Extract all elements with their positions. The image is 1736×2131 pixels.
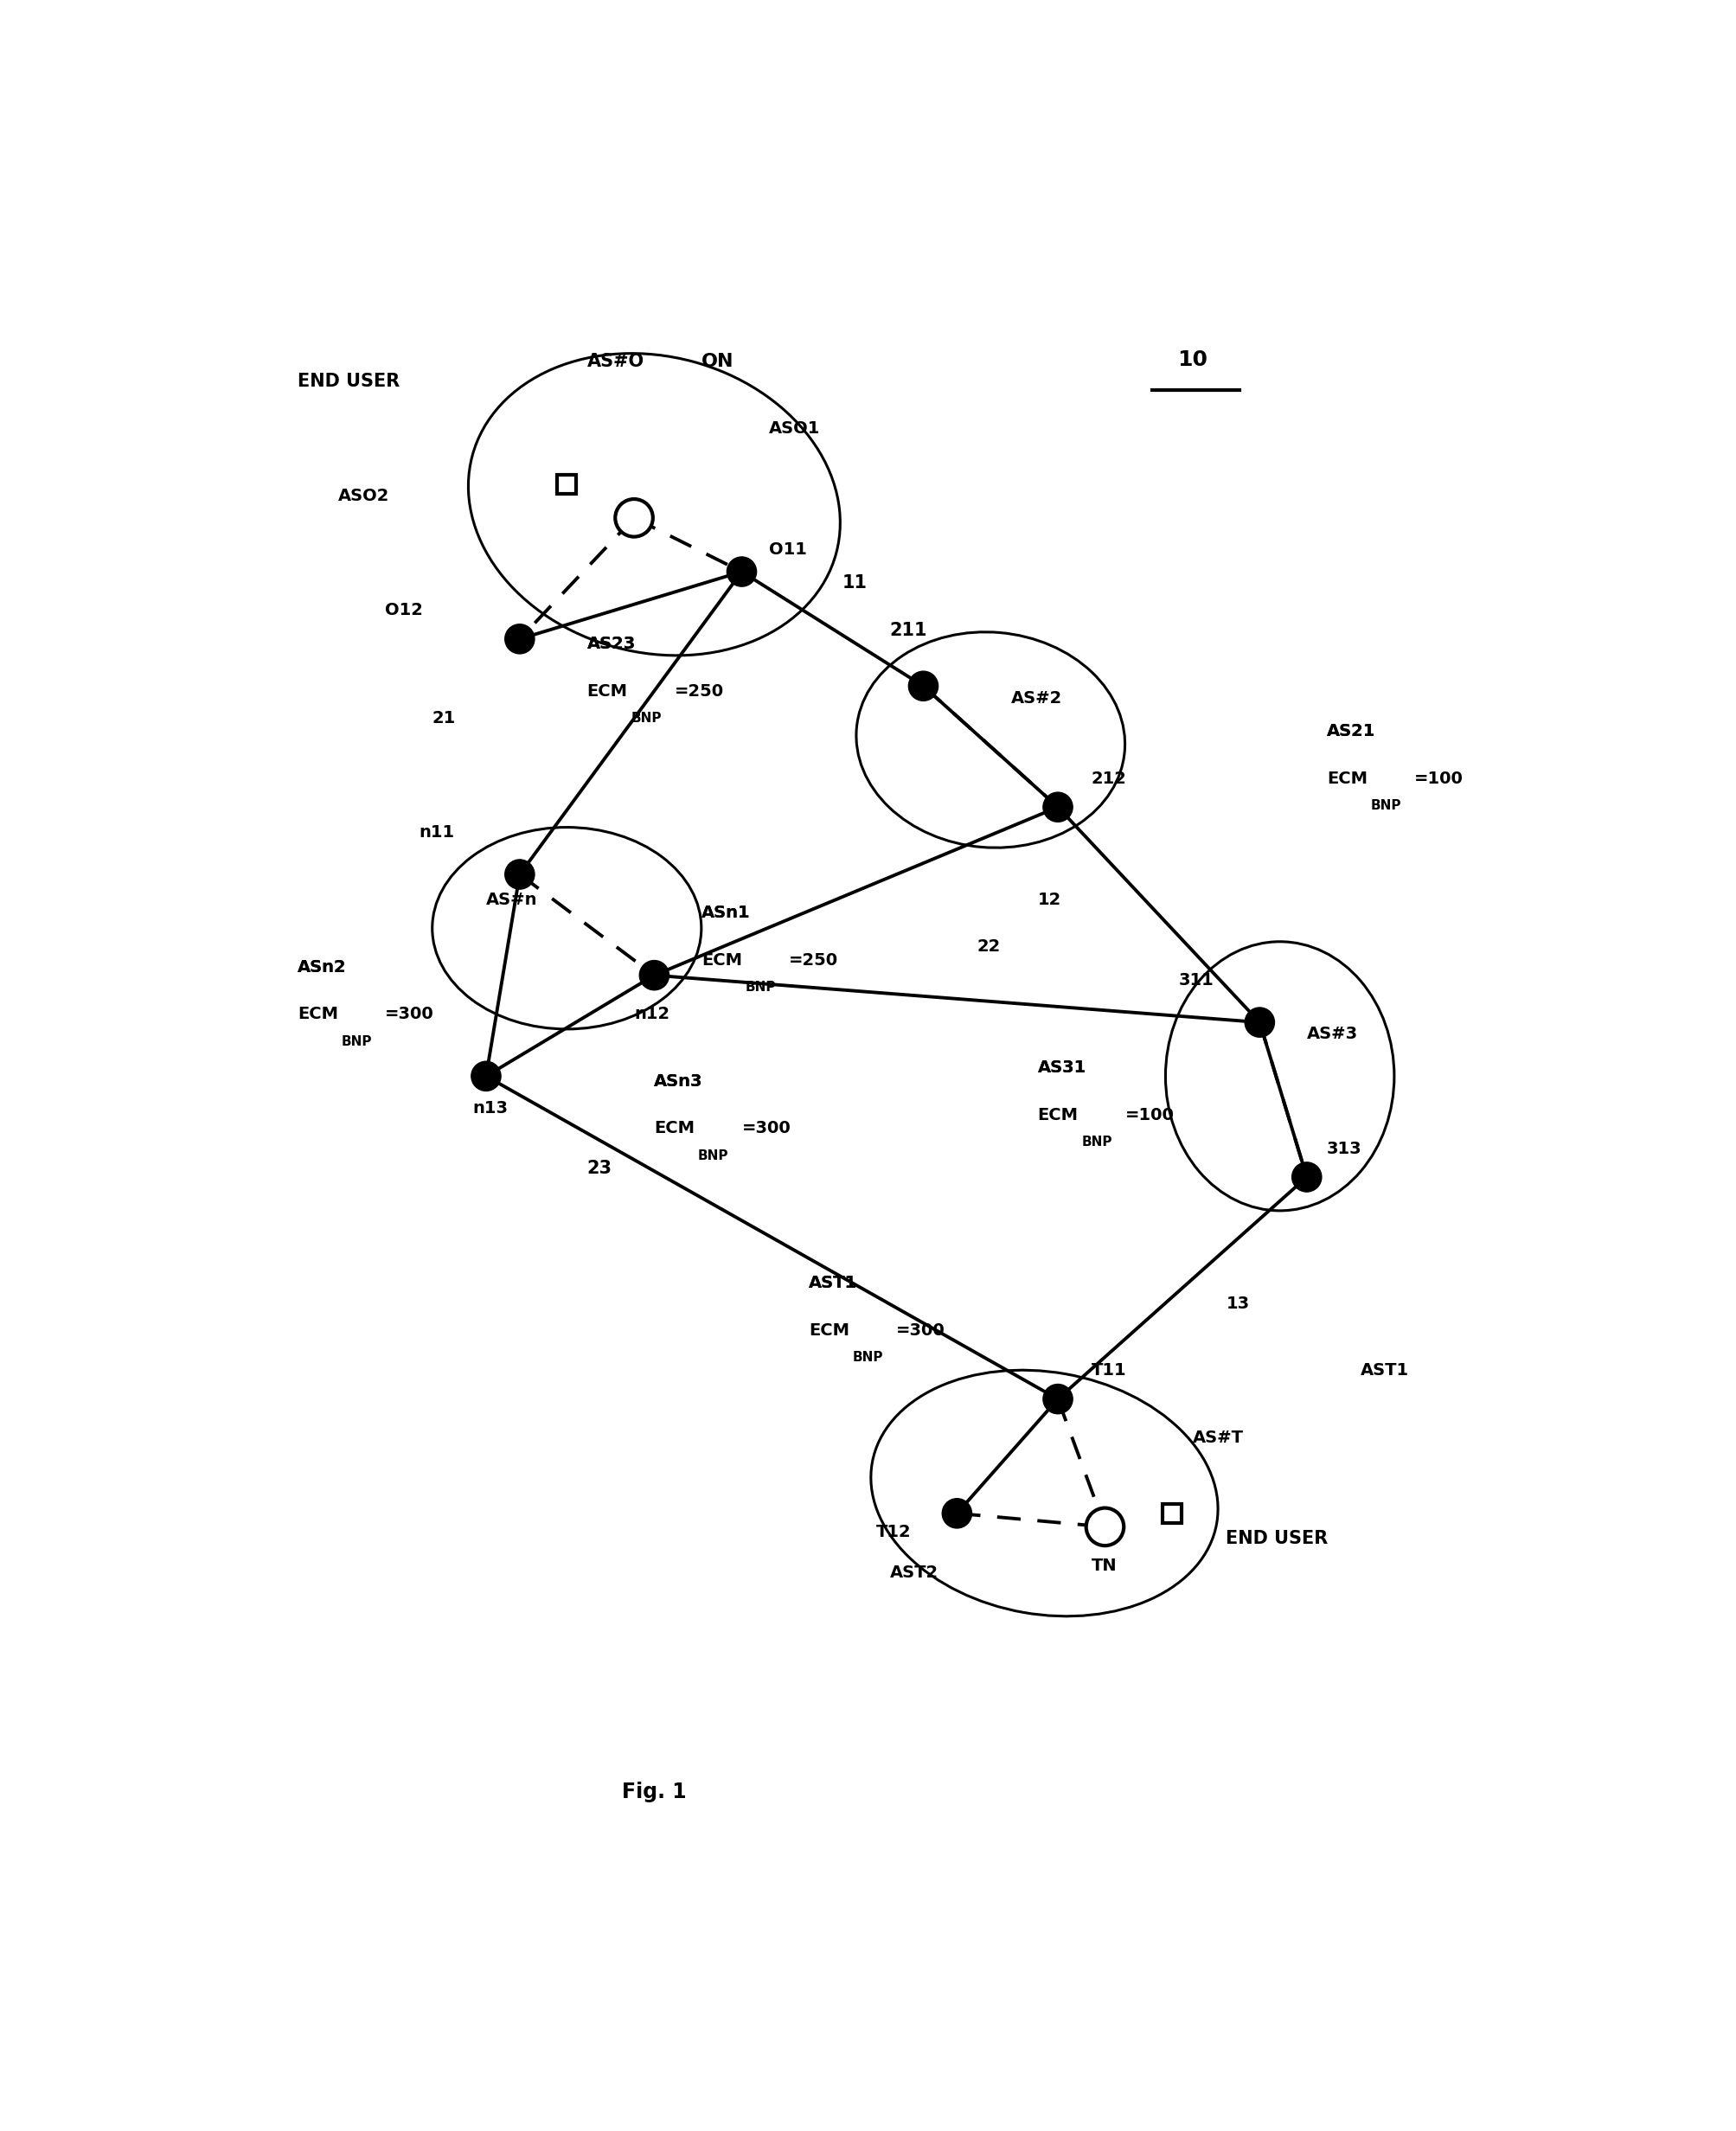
Text: AS23: AS23 bbox=[587, 635, 635, 652]
Text: n13: n13 bbox=[472, 1100, 509, 1117]
Text: AS21: AS21 bbox=[1326, 722, 1375, 739]
Text: =100: =100 bbox=[1415, 771, 1463, 786]
Text: AST1: AST1 bbox=[809, 1274, 858, 1291]
Text: ASn1: ASn1 bbox=[701, 906, 750, 921]
Text: AS21: AS21 bbox=[1326, 722, 1375, 739]
Text: =250: =250 bbox=[674, 684, 724, 699]
Text: 13: 13 bbox=[1226, 1296, 1250, 1311]
Text: BNP: BNP bbox=[342, 1036, 372, 1048]
Text: O11: O11 bbox=[769, 541, 807, 558]
Circle shape bbox=[908, 671, 937, 701]
Text: AS#O: AS#O bbox=[587, 352, 644, 371]
Circle shape bbox=[1087, 1509, 1123, 1545]
Text: END USER: END USER bbox=[1226, 1530, 1328, 1547]
Text: Fig. 1: Fig. 1 bbox=[621, 1782, 686, 1803]
Text: ASn3: ASn3 bbox=[654, 1074, 703, 1089]
Text: AS#3: AS#3 bbox=[1307, 1027, 1358, 1042]
Text: ECM: ECM bbox=[1038, 1106, 1078, 1123]
Text: AS#T: AS#T bbox=[1193, 1430, 1243, 1447]
Circle shape bbox=[470, 1061, 502, 1091]
Text: AST2: AST2 bbox=[891, 1564, 937, 1581]
Text: ON: ON bbox=[701, 352, 734, 371]
Circle shape bbox=[505, 624, 535, 654]
Text: ASO2: ASO2 bbox=[339, 488, 389, 505]
Text: 12: 12 bbox=[1038, 891, 1061, 908]
Text: AST1: AST1 bbox=[1361, 1362, 1410, 1379]
Text: BNP: BNP bbox=[630, 712, 661, 725]
Text: =300: =300 bbox=[741, 1121, 792, 1136]
Text: ECM: ECM bbox=[1326, 771, 1368, 786]
Text: =250: =250 bbox=[788, 953, 838, 967]
Circle shape bbox=[615, 499, 653, 537]
Text: AS#2: AS#2 bbox=[1010, 690, 1062, 705]
Text: 211: 211 bbox=[891, 622, 927, 639]
Text: ASn1: ASn1 bbox=[701, 906, 750, 921]
Circle shape bbox=[505, 859, 535, 889]
Text: 23: 23 bbox=[587, 1159, 613, 1176]
Circle shape bbox=[1245, 1008, 1274, 1038]
Text: 313: 313 bbox=[1326, 1140, 1363, 1157]
Text: AS23: AS23 bbox=[587, 635, 635, 652]
Circle shape bbox=[639, 961, 668, 991]
Text: ECM: ECM bbox=[299, 1006, 339, 1023]
Text: AST1: AST1 bbox=[809, 1274, 858, 1291]
Text: 21: 21 bbox=[432, 710, 457, 727]
Text: BNP: BNP bbox=[852, 1351, 884, 1364]
Text: 10: 10 bbox=[1177, 349, 1208, 371]
Text: 212: 212 bbox=[1092, 771, 1127, 786]
Circle shape bbox=[943, 1498, 972, 1528]
Text: O12: O12 bbox=[385, 603, 424, 618]
Text: =100: =100 bbox=[1125, 1106, 1174, 1123]
Text: T11: T11 bbox=[1092, 1362, 1127, 1379]
Circle shape bbox=[1043, 1385, 1073, 1413]
Text: ECM: ECM bbox=[654, 1121, 694, 1136]
Text: 311: 311 bbox=[1179, 972, 1213, 989]
Text: BNP: BNP bbox=[1082, 1136, 1113, 1149]
Text: =300: =300 bbox=[896, 1321, 946, 1338]
Circle shape bbox=[1043, 793, 1073, 823]
Text: T12: T12 bbox=[877, 1524, 911, 1541]
Text: BNP: BNP bbox=[1371, 799, 1401, 812]
Text: n12: n12 bbox=[634, 1006, 670, 1023]
Text: AS31: AS31 bbox=[1038, 1059, 1087, 1076]
Circle shape bbox=[1292, 1161, 1321, 1191]
Text: BNP: BNP bbox=[698, 1149, 729, 1161]
Text: ASn3: ASn3 bbox=[654, 1074, 703, 1089]
Text: ASn2: ASn2 bbox=[299, 959, 347, 976]
Text: ECM: ECM bbox=[587, 684, 628, 699]
Circle shape bbox=[727, 556, 757, 586]
Text: ASO1: ASO1 bbox=[769, 420, 819, 437]
Bar bbox=[1163, 1504, 1182, 1524]
Text: END USER: END USER bbox=[299, 373, 399, 390]
Text: =300: =300 bbox=[385, 1006, 434, 1023]
Text: ECM: ECM bbox=[809, 1321, 849, 1338]
Text: 22: 22 bbox=[977, 938, 1000, 955]
Text: n11: n11 bbox=[418, 825, 455, 842]
Bar bbox=[557, 475, 576, 494]
Text: ECM: ECM bbox=[701, 953, 741, 967]
Text: BNP: BNP bbox=[745, 980, 776, 993]
Text: 11: 11 bbox=[842, 575, 868, 592]
Text: TN: TN bbox=[1092, 1558, 1118, 1575]
Text: AS#n: AS#n bbox=[486, 891, 538, 908]
Text: AS31: AS31 bbox=[1038, 1059, 1087, 1076]
Text: ASn2: ASn2 bbox=[299, 959, 347, 976]
